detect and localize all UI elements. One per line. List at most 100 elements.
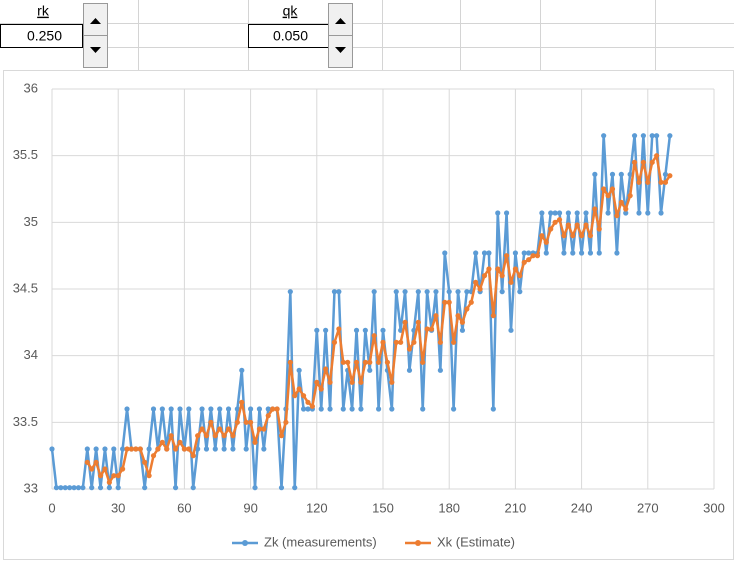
data-point (415, 289, 421, 295)
legend-marker (415, 540, 421, 546)
data-point (495, 266, 501, 272)
data-point (614, 250, 620, 256)
data-point (495, 210, 501, 216)
data-point (168, 433, 174, 439)
data-point (552, 219, 558, 225)
data-point (146, 473, 152, 479)
data-point (318, 386, 324, 392)
data-point (649, 159, 655, 165)
data-point (574, 210, 580, 216)
data-point (327, 406, 333, 412)
data-point (115, 485, 121, 491)
y-tick-label: 35.5 (13, 147, 38, 162)
data-point (380, 327, 386, 333)
data-point (89, 485, 95, 491)
data-point (596, 250, 602, 256)
data-point (353, 359, 360, 365)
data-point (208, 419, 214, 425)
data-point (309, 403, 315, 409)
spinner[interactable] (328, 3, 353, 68)
data-point (239, 399, 245, 405)
data-point (420, 359, 426, 365)
data-point (318, 406, 324, 412)
data-point (631, 133, 638, 139)
data-point (451, 339, 457, 345)
data-point (411, 339, 417, 345)
data-point (331, 339, 338, 345)
data-point (362, 359, 368, 365)
data-point (384, 359, 391, 365)
control-value: 0.050 (273, 28, 308, 44)
data-point (217, 426, 223, 432)
data-point (543, 250, 549, 256)
data-point (442, 299, 448, 305)
data-point (124, 446, 130, 452)
data-point (565, 210, 571, 216)
data-point (406, 367, 413, 373)
data-point (181, 446, 187, 452)
data-point (323, 327, 329, 333)
data-point (358, 406, 364, 412)
data-point (468, 299, 474, 305)
data-point (534, 253, 541, 259)
spin-down[interactable] (90, 47, 101, 53)
x-tick-label: 180 (438, 500, 460, 515)
data-point (159, 406, 165, 412)
data-point (287, 289, 293, 295)
data-point (446, 299, 452, 305)
spin-up[interactable] (335, 18, 346, 24)
data-point (102, 446, 108, 452)
data-point (618, 199, 624, 205)
data-point (217, 406, 223, 412)
data-point (221, 446, 227, 452)
data-point (190, 485, 196, 491)
data-point (561, 250, 567, 256)
data-point (481, 250, 488, 256)
data-point (556, 210, 563, 216)
data-point (548, 226, 554, 232)
data-point (662, 179, 669, 185)
data-point (314, 327, 320, 333)
value-box (0, 24, 83, 48)
data-point (212, 446, 218, 452)
data-point (265, 413, 271, 419)
data-point (389, 406, 395, 412)
control-value: 0.250 (27, 28, 62, 44)
data-point (142, 485, 148, 491)
data-point (605, 193, 611, 199)
data-point (283, 419, 289, 425)
chart-area (3, 70, 734, 560)
data-point (252, 485, 258, 491)
data-point (402, 289, 408, 295)
data-point (583, 210, 589, 216)
data-point (120, 466, 126, 472)
data-point (406, 346, 413, 352)
data-point (508, 279, 514, 285)
data-point (446, 289, 452, 295)
data-point (455, 313, 461, 319)
data-point (375, 406, 382, 412)
data-point (150, 453, 157, 459)
data-point (415, 319, 421, 325)
data-point (252, 439, 258, 445)
data-point (168, 406, 174, 412)
legend-label: Zk (measurements) (264, 534, 377, 549)
x-tick-label: 0 (48, 500, 55, 515)
data-point (102, 466, 108, 472)
data-point (305, 399, 311, 405)
spin-down[interactable] (335, 47, 346, 53)
data-point (486, 250, 492, 256)
data-point (517, 289, 523, 295)
data-point (58, 485, 64, 491)
data-point (97, 473, 104, 479)
data-point (437, 339, 443, 345)
data-point (323, 366, 329, 372)
spinner[interactable] (83, 3, 108, 68)
data-point (464, 306, 470, 312)
data-point (305, 406, 311, 412)
data-point (481, 273, 488, 279)
data-point (208, 406, 214, 412)
data-point (358, 379, 364, 385)
spin-up[interactable] (90, 18, 101, 24)
